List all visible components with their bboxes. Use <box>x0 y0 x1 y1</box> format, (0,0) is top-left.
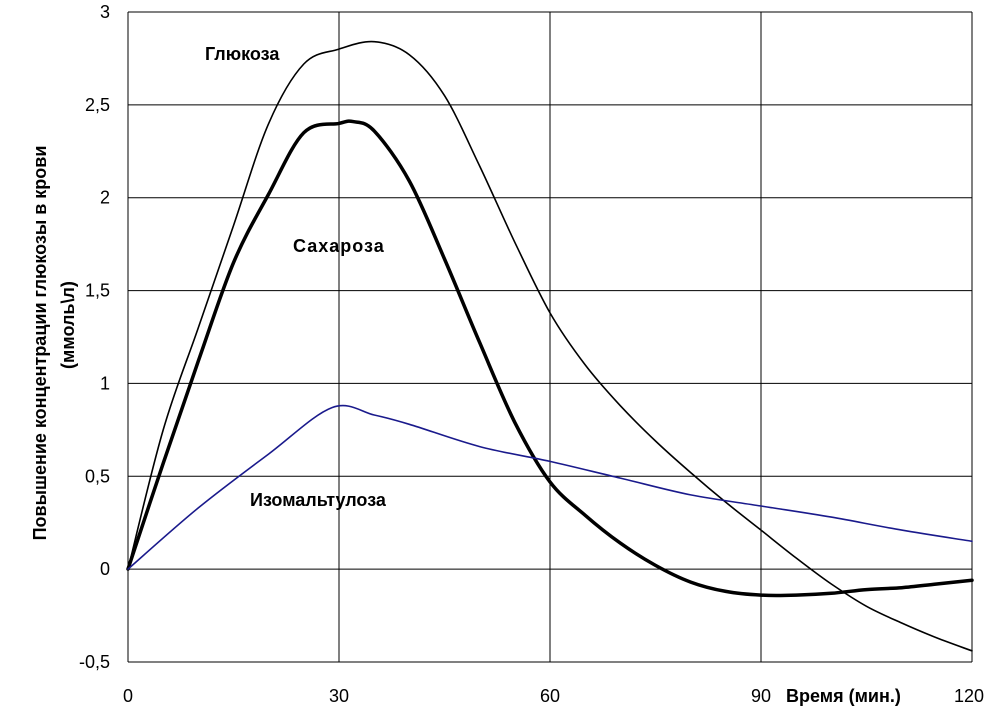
y-tick-label: 2,5 <box>85 95 110 115</box>
y-axis-label-line2: (ммоль\л) <box>58 281 78 369</box>
y-tick-label: -0,5 <box>79 652 110 672</box>
y-tick-label: 1 <box>100 373 110 393</box>
series-line-isomaltulose <box>127 404 973 570</box>
series-lines <box>126 40 974 652</box>
x-tick-label: 90 <box>751 686 771 706</box>
x-tick-label: 120 <box>954 686 984 706</box>
x-tick-label: 0 <box>123 686 133 706</box>
series-line-glucose <box>127 40 973 652</box>
y-tick-label: 0,5 <box>85 466 110 486</box>
y-tick-label: 2 <box>100 188 110 208</box>
y-tick-label: 0 <box>100 559 110 579</box>
series-label-sucrose: Сахароза <box>293 236 385 256</box>
grid <box>127 11 973 663</box>
tick-labels: -0,500,511,522,530 30 60 90 120 <box>79 2 984 706</box>
x-tick-label: 30 <box>329 686 349 706</box>
x-tick-label: 60 <box>540 686 560 706</box>
series-label-isomaltulose: Изомальтулоза <box>250 490 387 510</box>
series-line-sucrose <box>126 119 974 598</box>
x-axis-label: Время (мин.) <box>786 686 901 706</box>
y-tick-label: 3 <box>100 2 110 22</box>
series-label-glucose: Глюкоза <box>205 44 280 64</box>
y-tick-label: 1,5 <box>85 281 110 301</box>
y-axis-label-line1: Повышение концентрации глюкозы в крови <box>30 146 50 541</box>
